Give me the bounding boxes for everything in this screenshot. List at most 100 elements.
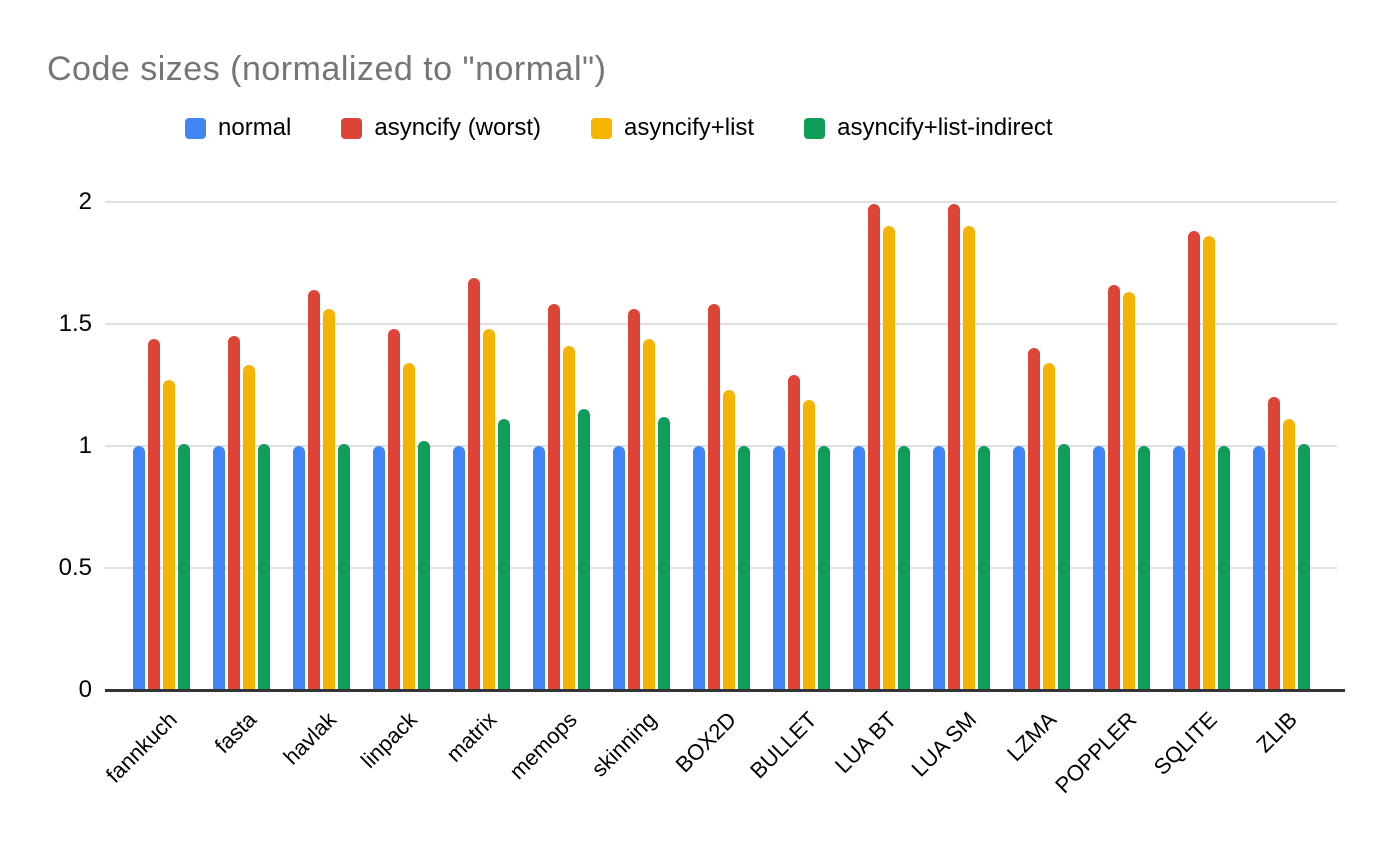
bar-normal-sqlite: [1172, 446, 1185, 690]
bar-normal-bullet: [772, 446, 785, 690]
x-axis-label: fannkuch: [100, 706, 182, 788]
bar-asyncify-worst-zlib: [1267, 397, 1280, 690]
x-axis-label: LUA BT: [830, 706, 902, 779]
bar-asyncify-worst-memops: [547, 304, 560, 690]
legend-label: normal: [218, 114, 292, 141]
x-axis-label: ZLIB: [1250, 706, 1302, 758]
x-axis-label: havlak: [278, 706, 342, 770]
bar-asyncify-worst-bullet: [787, 375, 800, 690]
x-axis-label: POPPLER: [1050, 706, 1142, 798]
bar-asyncify-list-indirect-fasta: [257, 444, 270, 690]
y-tick-label: 1: [78, 432, 92, 459]
bar-asyncify-worst-fasta: [227, 336, 240, 690]
legend-item-asyncify-list: asyncify+list: [591, 114, 754, 142]
x-axis-label: BOX2D: [671, 706, 742, 778]
gridline: [105, 323, 1337, 325]
bar-normal-lua-sm: [932, 446, 945, 690]
bar-asyncify-list-lua-sm: [962, 226, 975, 690]
bar-asyncify-list-indirect-havlak: [337, 444, 350, 690]
bar-normal-havlak: [292, 446, 305, 690]
bar-asyncify-list-indirect-lua-bt: [897, 446, 910, 690]
bar-asyncify-worst-lua-bt: [867, 204, 880, 690]
legend-swatch-asyncify-worst: [341, 117, 363, 139]
bar-asyncify-worst-fannkuch: [147, 339, 160, 690]
bar-asyncify-list-indirect-bullet: [817, 446, 830, 690]
bar-normal-fannkuch: [132, 446, 145, 690]
bar-asyncify-list-indirect-linpack: [417, 441, 430, 690]
bar-asyncify-list-indirect-matrix: [497, 419, 510, 690]
bar-asyncify-list-memops: [562, 346, 575, 690]
legend-item-asyncify-worst: asyncify (worst): [341, 114, 541, 142]
y-tick-label: 0: [78, 676, 92, 703]
bar-asyncify-worst-lua-sm: [947, 204, 960, 690]
legend-item-asyncify-list-indirect: asyncify+list-indirect: [804, 114, 1053, 142]
gridline: [105, 567, 1337, 569]
chart-legend: normal asyncify (worst) asyncify+list async…: [185, 114, 1053, 142]
x-axis-label: memops: [504, 706, 582, 785]
bar-asyncify-list-matrix: [482, 329, 495, 690]
bar-normal-linpack: [372, 446, 385, 690]
bar-asyncify-list-havlak: [322, 309, 335, 690]
bar-asyncify-worst-sqlite: [1187, 231, 1200, 690]
legend-swatch-asyncify-list: [591, 117, 613, 139]
bar-asyncify-list-poppler: [1122, 292, 1135, 690]
bar-normal-zlib: [1252, 446, 1265, 690]
gridline: [105, 201, 1337, 203]
x-axis-line: [105, 689, 1345, 692]
bar-asyncify-list-indirect-sqlite: [1217, 446, 1230, 690]
x-axis-label: LUA SM: [906, 706, 982, 782]
gridline: [105, 445, 1337, 447]
bar-asyncify-list-indirect-fannkuch: [177, 444, 190, 690]
legend-item-normal: normal: [185, 114, 291, 142]
bar-asyncify-list-indirect-box2d: [737, 446, 750, 690]
legend-label: asyncify+list-indirect: [837, 114, 1053, 141]
y-tick-label: 2: [78, 188, 92, 215]
bar-asyncify-list-indirect-poppler: [1137, 446, 1150, 690]
bar-asyncify-list-indirect-skinning: [657, 417, 670, 690]
legend-swatch-normal: [185, 117, 206, 139]
x-axis-label: linpack: [355, 706, 422, 773]
bar-asyncify-list-fannkuch: [162, 380, 175, 690]
bar-asyncify-worst-linpack: [387, 329, 400, 690]
x-axis-label: BULLET: [745, 706, 822, 784]
bar-asyncify-list-lzma: [1042, 363, 1055, 690]
bar-asyncify-list-indirect-lua-sm: [977, 446, 990, 690]
bar-asyncify-list-fasta: [242, 365, 255, 690]
bar-normal-poppler: [1092, 446, 1105, 690]
x-axis-label: LZMA: [1002, 706, 1062, 766]
bar-normal-lzma: [1012, 446, 1025, 690]
x-axis-label: matrix: [441, 706, 502, 767]
bar-normal-matrix: [452, 446, 465, 690]
bar-normal-box2d: [692, 446, 705, 690]
bar-asyncify-list-indirect-memops: [577, 409, 590, 690]
bar-asyncify-worst-poppler: [1107, 285, 1120, 690]
y-tick-label: 0.5: [58, 554, 92, 581]
bar-normal-fasta: [212, 446, 225, 690]
x-axis-label: skinning: [586, 706, 662, 782]
bar-asyncify-worst-lzma: [1027, 348, 1040, 690]
bar-normal-lua-bt: [852, 446, 865, 690]
legend-label: asyncify (worst): [374, 114, 542, 141]
bar-asyncify-list-indirect-lzma: [1057, 444, 1070, 690]
bar-asyncify-list-lua-bt: [882, 226, 895, 690]
bar-normal-memops: [532, 446, 545, 690]
bar-asyncify-list-box2d: [722, 390, 735, 690]
bar-asyncify-worst-box2d: [707, 304, 720, 690]
bar-normal-skinning: [612, 446, 625, 690]
x-axis-label: fasta: [210, 706, 262, 759]
bar-asyncify-list-bullet: [802, 400, 815, 690]
bar-asyncify-worst-skinning: [627, 309, 640, 690]
bar-asyncify-list-zlib: [1282, 419, 1295, 690]
bar-asyncify-worst-matrix: [467, 278, 480, 690]
chart-title: Code sizes (normalized to "normal"): [47, 50, 607, 88]
legend-swatch-asyncify-list-indirect: [804, 117, 826, 139]
legend-label: asyncify+list: [624, 114, 755, 141]
bar-asyncify-list-skinning: [642, 339, 655, 690]
bar-asyncify-worst-havlak: [307, 290, 320, 690]
bar-asyncify-list-indirect-zlib: [1297, 444, 1310, 690]
y-tick-label: 1.5: [58, 310, 92, 337]
bar-asyncify-list-sqlite: [1202, 236, 1215, 690]
bar-asyncify-list-linpack: [402, 363, 415, 690]
x-axis-label: SQLITE: [1148, 706, 1222, 780]
